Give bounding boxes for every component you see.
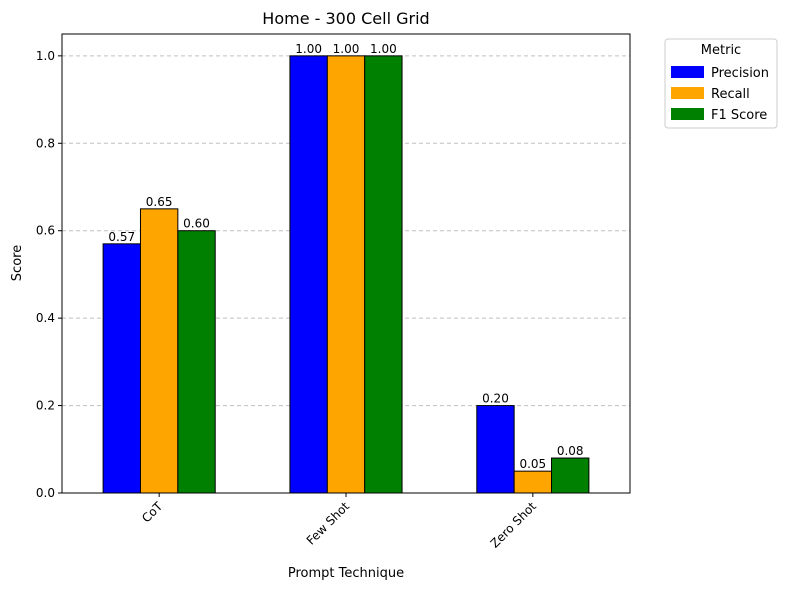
bar-precision	[102, 243, 141, 494]
bar-recall	[326, 55, 366, 494]
y-axis-ticks: 0.0 0.2 0.4 0.6 0.8 1.0	[36, 49, 62, 500]
legend-label: Precision	[711, 66, 769, 81]
bar-value-label: 0.08	[557, 444, 584, 458]
bar-value-label: 1.00	[295, 42, 322, 56]
y-tick-label: 1.0	[36, 49, 55, 63]
bar-f1-score	[364, 55, 403, 494]
y-tick-label: 0.0	[36, 486, 55, 500]
legend-swatch	[671, 108, 704, 120]
bar-value-label: 0.57	[108, 230, 135, 244]
bar-precision	[476, 405, 515, 494]
x-tick-label: Zero Shot	[488, 499, 540, 551]
legend-frame	[664, 38, 778, 129]
y-tick-label: 0.6	[36, 224, 55, 238]
data-labels: 0.57 0.65 0.60 1.00 1.00 1.00 0.20 0.05 0.08	[108, 42, 583, 471]
bars	[102, 55, 590, 494]
bar-value-label: 0.65	[146, 195, 173, 209]
bar-value-label: 1.00	[333, 42, 360, 56]
bar-value-label: 0.60	[183, 217, 210, 231]
x-tick-label: CoT	[139, 499, 166, 526]
bar-recall	[513, 470, 553, 494]
bar-f1-score	[177, 230, 216, 494]
bar-f1-score	[551, 457, 590, 494]
chart-title: Home - 300 Cell Grid	[262, 9, 429, 28]
bar-value-label: 0.20	[482, 392, 509, 406]
y-axis-label: Score	[10, 245, 25, 281]
legend-swatch	[671, 66, 704, 78]
legend-label: F1 Score	[711, 108, 767, 123]
legend-title: Metric	[701, 43, 741, 58]
y-tick-label: 0.4	[36, 311, 55, 325]
x-axis-ticks: CoT Few Shot Zero Shot	[139, 493, 539, 551]
legend-swatch	[671, 87, 704, 99]
bar-value-label: 0.05	[519, 457, 546, 471]
bar-value-label: 1.00	[370, 42, 397, 56]
y-tick-label: 0.2	[36, 399, 55, 413]
y-tick-label: 0.8	[36, 136, 55, 150]
legend: Metric Precision Recall F1 Score	[664, 38, 778, 129]
x-axis-label: Prompt Technique	[288, 566, 404, 581]
legend-label: Recall	[711, 87, 750, 102]
x-tick-label: Few Shot	[304, 499, 353, 548]
bar-precision	[289, 55, 328, 494]
bar-recall	[139, 208, 179, 494]
